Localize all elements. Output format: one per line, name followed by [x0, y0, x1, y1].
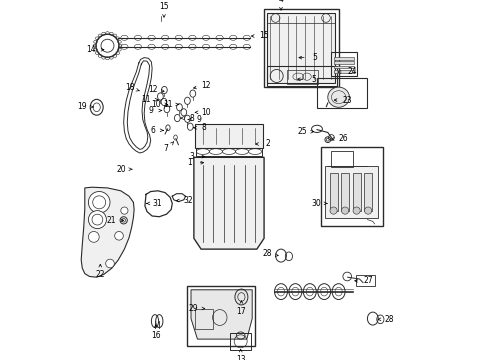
Ellipse shape: [365, 207, 372, 214]
Text: 6: 6: [150, 126, 155, 135]
Bar: [230, 333, 251, 350]
Bar: [267, 13, 335, 83]
Ellipse shape: [88, 192, 110, 213]
Bar: [334, 70, 354, 73]
Text: 2: 2: [266, 139, 270, 148]
Text: 21: 21: [106, 216, 116, 225]
Text: 3: 3: [190, 152, 195, 161]
Text: 29: 29: [188, 304, 198, 313]
Text: 5: 5: [313, 53, 318, 62]
Ellipse shape: [106, 259, 114, 268]
Bar: [288, 70, 318, 84]
Ellipse shape: [115, 231, 123, 240]
Text: 12: 12: [201, 81, 211, 90]
Bar: [317, 78, 368, 108]
Ellipse shape: [121, 207, 128, 214]
Text: 24: 24: [347, 68, 357, 77]
Text: 1: 1: [187, 158, 192, 167]
Text: 12: 12: [148, 85, 157, 94]
Bar: [325, 166, 378, 218]
Text: 28: 28: [385, 315, 394, 324]
Bar: [334, 61, 354, 64]
Text: 11: 11: [163, 100, 172, 109]
Text: 32: 32: [183, 196, 193, 205]
Text: 26: 26: [339, 134, 348, 143]
Bar: [320, 147, 383, 226]
Text: 30: 30: [312, 199, 321, 208]
Polygon shape: [81, 187, 134, 277]
Text: 10: 10: [201, 108, 211, 117]
Text: 22: 22: [96, 270, 105, 279]
Bar: [334, 57, 354, 60]
Bar: [195, 124, 263, 148]
Polygon shape: [191, 290, 252, 339]
Text: 15: 15: [259, 31, 269, 40]
Ellipse shape: [330, 207, 337, 214]
Text: 9: 9: [196, 115, 201, 124]
Bar: [334, 66, 354, 68]
Ellipse shape: [353, 207, 360, 214]
Text: 10: 10: [151, 100, 161, 109]
Bar: [341, 173, 349, 211]
Text: 11: 11: [142, 95, 151, 104]
Bar: [264, 9, 339, 87]
Text: 14: 14: [86, 45, 96, 54]
Text: 25: 25: [297, 127, 307, 136]
Ellipse shape: [342, 207, 349, 214]
Text: 13: 13: [236, 356, 245, 360]
Bar: [331, 52, 357, 76]
Text: 9: 9: [148, 106, 153, 115]
Bar: [196, 309, 213, 329]
Text: 8: 8: [189, 113, 194, 122]
Text: 23: 23: [343, 95, 352, 104]
Text: 16: 16: [151, 331, 161, 340]
Bar: [267, 66, 337, 86]
Text: 19: 19: [77, 102, 87, 112]
Bar: [353, 173, 361, 211]
Ellipse shape: [88, 231, 99, 242]
Bar: [187, 286, 255, 346]
Bar: [356, 275, 374, 286]
Text: 17: 17: [237, 307, 246, 316]
Text: 5: 5: [311, 75, 316, 84]
Ellipse shape: [328, 87, 349, 107]
Bar: [196, 148, 262, 156]
Bar: [364, 173, 372, 211]
Ellipse shape: [88, 211, 106, 229]
Text: 20: 20: [116, 165, 126, 174]
Text: 28: 28: [262, 249, 271, 258]
Text: 7: 7: [164, 144, 169, 153]
Text: 8: 8: [202, 123, 207, 132]
Text: 27: 27: [363, 276, 373, 285]
Polygon shape: [194, 157, 264, 249]
Text: 15: 15: [159, 3, 169, 12]
Text: 18: 18: [125, 84, 134, 93]
Bar: [330, 173, 338, 211]
Text: 31: 31: [153, 199, 162, 208]
Bar: [331, 151, 353, 167]
Text: 4: 4: [278, 0, 283, 4]
